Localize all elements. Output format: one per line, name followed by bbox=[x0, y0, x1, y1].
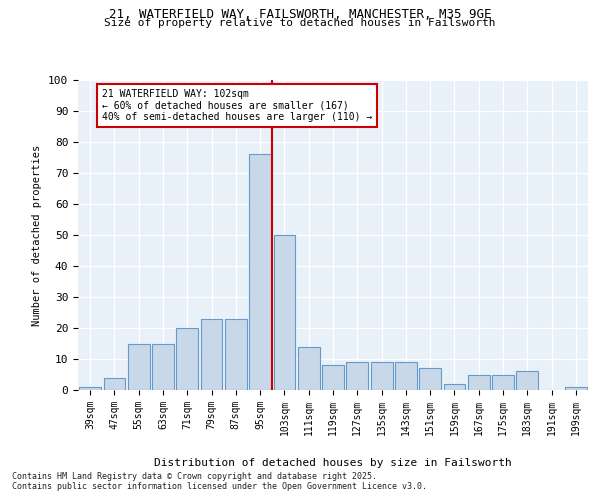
Bar bbox=[322, 365, 344, 390]
Bar bbox=[152, 344, 174, 390]
Bar bbox=[395, 362, 417, 390]
Bar bbox=[176, 328, 198, 390]
Text: Size of property relative to detached houses in Failsworth: Size of property relative to detached ho… bbox=[104, 18, 496, 28]
Text: 21 WATERFIELD WAY: 102sqm
← 60% of detached houses are smaller (167)
40% of semi: 21 WATERFIELD WAY: 102sqm ← 60% of detac… bbox=[102, 90, 373, 122]
Bar bbox=[104, 378, 125, 390]
Y-axis label: Number of detached properties: Number of detached properties bbox=[32, 144, 43, 326]
Bar bbox=[225, 318, 247, 390]
Bar bbox=[128, 344, 149, 390]
Text: Distribution of detached houses by size in Failsworth: Distribution of detached houses by size … bbox=[154, 458, 512, 468]
Bar bbox=[517, 372, 538, 390]
Bar bbox=[492, 374, 514, 390]
Bar bbox=[443, 384, 466, 390]
Bar bbox=[468, 374, 490, 390]
Bar bbox=[346, 362, 368, 390]
Bar bbox=[565, 387, 587, 390]
Text: Contains HM Land Registry data © Crown copyright and database right 2025.: Contains HM Land Registry data © Crown c… bbox=[12, 472, 377, 481]
Bar bbox=[249, 154, 271, 390]
Bar bbox=[371, 362, 392, 390]
Bar bbox=[79, 387, 101, 390]
Bar bbox=[419, 368, 441, 390]
Bar bbox=[200, 318, 223, 390]
Text: 21, WATERFIELD WAY, FAILSWORTH, MANCHESTER, M35 9GE: 21, WATERFIELD WAY, FAILSWORTH, MANCHEST… bbox=[109, 8, 491, 20]
Text: Contains public sector information licensed under the Open Government Licence v3: Contains public sector information licen… bbox=[12, 482, 427, 491]
Bar bbox=[298, 346, 320, 390]
Bar bbox=[274, 235, 295, 390]
